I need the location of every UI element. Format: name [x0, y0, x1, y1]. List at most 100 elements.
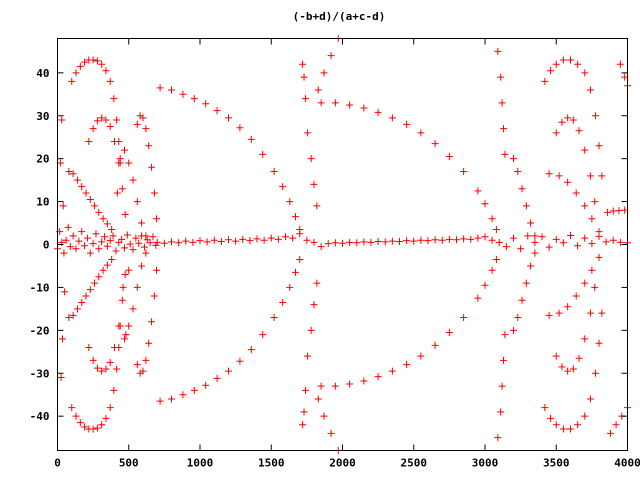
x-tick-label: 2000 — [329, 457, 356, 470]
data-point — [113, 365, 121, 373]
data-point — [488, 266, 496, 274]
data-point — [108, 225, 116, 233]
data-point — [510, 155, 517, 163]
data-point — [300, 408, 308, 416]
data-point — [286, 283, 294, 291]
data-point — [495, 238, 503, 246]
y-tick-label: 40 — [36, 67, 49, 80]
data-point — [564, 303, 572, 311]
data-point — [259, 331, 267, 339]
data-point — [438, 236, 446, 244]
data-point — [307, 326, 315, 334]
data-point — [586, 309, 594, 317]
data-point — [82, 189, 90, 197]
data-point — [133, 283, 141, 291]
data-point — [102, 365, 110, 373]
data-point — [367, 238, 375, 246]
data-point — [93, 117, 101, 125]
data-point — [86, 249, 94, 257]
data-point — [121, 210, 129, 218]
data-point — [467, 235, 475, 243]
data-point — [260, 236, 268, 244]
data-point — [118, 185, 126, 193]
data-point — [314, 395, 322, 403]
x-tick-label: 1000 — [187, 457, 214, 470]
data-point — [236, 357, 244, 365]
y-tick-label: 10 — [36, 196, 49, 209]
plot-frame — [57, 38, 628, 451]
data-point — [403, 361, 411, 369]
data-point — [558, 363, 566, 371]
data-point — [110, 95, 118, 103]
data-point — [510, 326, 517, 334]
data-point — [89, 425, 97, 433]
data-point — [588, 266, 596, 274]
data-point — [547, 67, 555, 75]
data-point — [547, 414, 555, 422]
x-tick-label: 2500 — [401, 457, 428, 470]
data-point — [91, 279, 99, 287]
data-point — [142, 249, 150, 257]
data-point — [168, 395, 175, 403]
data-point — [494, 434, 502, 442]
data-point — [98, 367, 106, 375]
data-point — [559, 56, 567, 64]
data-point — [225, 236, 232, 244]
data-point — [142, 232, 150, 240]
data-point — [510, 234, 517, 242]
data-point — [346, 101, 354, 109]
data-point — [320, 69, 328, 77]
data-point — [106, 77, 114, 85]
data-point — [65, 313, 73, 321]
data-point — [303, 236, 311, 244]
data-point — [99, 266, 107, 274]
data-point — [403, 120, 411, 128]
data-point — [581, 335, 589, 343]
data-point — [567, 425, 574, 433]
data-point — [75, 237, 83, 245]
data-point — [501, 331, 509, 339]
data-point — [112, 247, 120, 255]
y-tick-label: -40 — [30, 410, 50, 423]
data-point — [267, 234, 275, 242]
data-point — [296, 256, 304, 264]
data-point — [291, 213, 299, 221]
data-point — [574, 242, 582, 250]
data-point — [232, 237, 240, 245]
data-point — [168, 86, 175, 94]
data-point — [59, 202, 67, 210]
data-point — [81, 242, 89, 250]
data-point — [61, 288, 69, 296]
data-point — [612, 421, 620, 429]
data-point — [360, 238, 368, 246]
data-point — [103, 261, 111, 269]
data-point — [106, 359, 114, 367]
data-point — [102, 414, 110, 422]
data-point — [621, 206, 629, 214]
data-point — [76, 62, 84, 70]
data-point — [196, 237, 204, 245]
data-point — [591, 112, 599, 120]
data-point — [89, 56, 97, 64]
data-point — [317, 99, 325, 107]
data-point — [346, 238, 354, 246]
data-point — [246, 237, 254, 245]
data-point — [417, 129, 425, 137]
data-point — [586, 86, 594, 94]
data-point — [522, 279, 530, 287]
data-point — [552, 352, 560, 360]
data-point — [98, 114, 106, 122]
data-point — [360, 104, 368, 112]
data-point — [574, 421, 582, 429]
data-point — [581, 279, 589, 287]
data-point — [110, 386, 118, 394]
data-point — [129, 176, 137, 184]
data-point — [331, 239, 339, 247]
data-point — [72, 69, 80, 77]
data-point — [99, 215, 107, 223]
data-point — [591, 369, 599, 377]
data-point — [569, 116, 577, 124]
data-point — [78, 228, 86, 236]
data-point — [572, 189, 580, 197]
data-point — [445, 328, 453, 336]
